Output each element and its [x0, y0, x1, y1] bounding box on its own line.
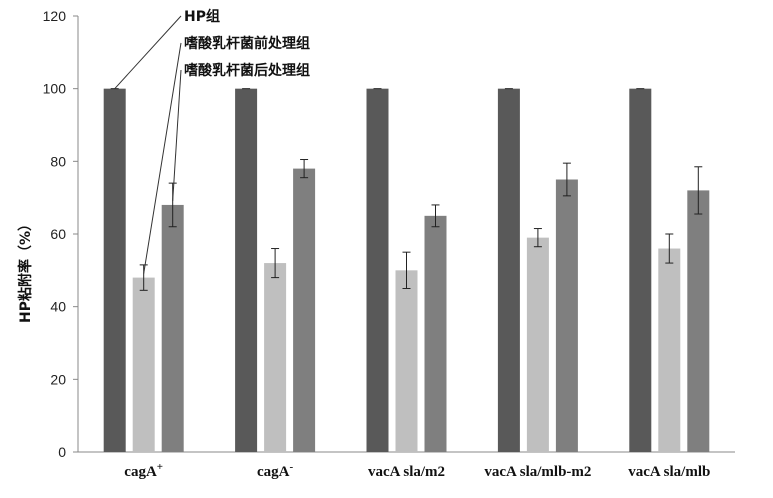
bar — [424, 215, 447, 452]
legend-label: 嗜酸乳杆菌后处理组 — [184, 62, 310, 79]
bar — [235, 88, 258, 453]
y-tick-label: 120 — [43, 8, 67, 24]
x-category-label: cagA- — [257, 461, 294, 480]
bars — [103, 88, 710, 453]
bar — [658, 248, 681, 452]
bar — [293, 168, 316, 452]
error-bars — [110, 88, 703, 291]
x-category-label: cagA+ — [124, 461, 163, 480]
y-tick-label: 40 — [50, 299, 66, 315]
legend-leader-line — [172, 69, 182, 201]
legend-label: HP组 — [184, 8, 220, 25]
bar — [103, 88, 126, 453]
bar — [629, 88, 652, 453]
y-tick-label: 100 — [43, 81, 67, 97]
x-category-labels: cagA+ cagA-vacA sla/m2 vacA sla/mlb-m2 vacA… — [124, 461, 710, 480]
x-category-label: vacA sla/m2 — [368, 464, 445, 480]
bar — [687, 190, 710, 452]
y-tick-label: 80 — [50, 153, 66, 169]
legend-leader-line — [114, 15, 182, 90]
y-tick-label: 20 — [50, 371, 66, 387]
bar — [161, 204, 184, 452]
y-axis-title: HP粘附率（%） — [17, 217, 34, 323]
x-category-label: vacA sla/mlb-m2 — [484, 464, 591, 480]
bar — [366, 88, 389, 453]
bar — [132, 277, 155, 452]
y-tick-label: 0 — [58, 444, 66, 460]
y-tick-label: 60 — [50, 226, 66, 242]
bar — [526, 237, 549, 452]
bar — [395, 270, 418, 452]
legend-leader-line — [143, 42, 182, 274]
bar — [497, 88, 520, 453]
bar — [555, 179, 578, 452]
y-tick-labels: 0 20 40 60 80 100 120 — [43, 8, 67, 460]
legend-label: 嗜酸乳杆菌前处理组 — [184, 35, 310, 52]
x-category-label: vacA sla/mlb — [628, 464, 710, 480]
bar — [264, 263, 287, 452]
